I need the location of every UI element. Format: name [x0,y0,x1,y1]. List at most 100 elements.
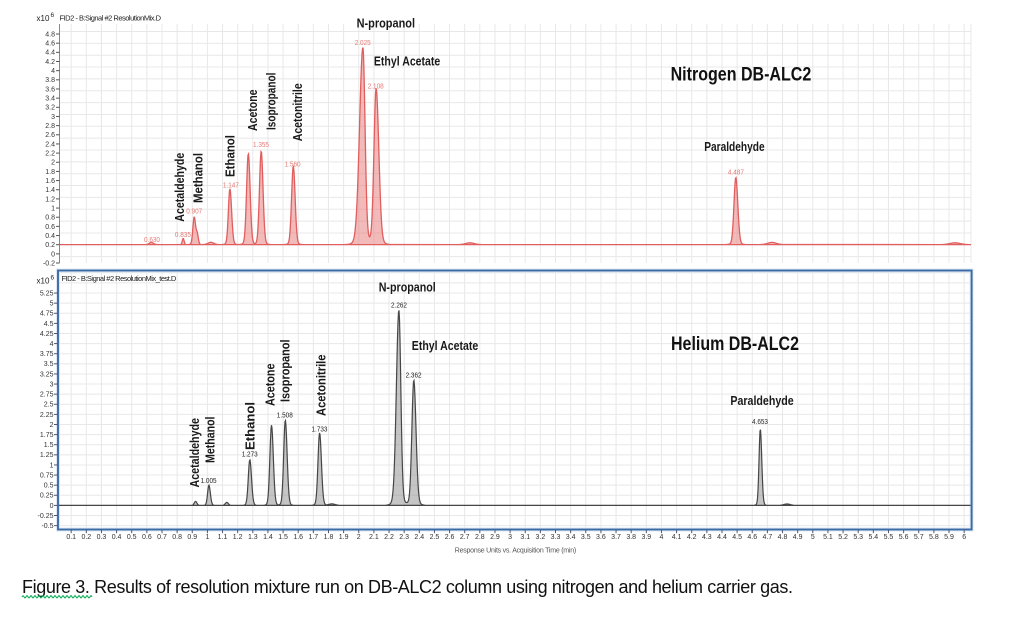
svg-text:4.653: 4.653 [752,417,768,426]
svg-text:2.7: 2.7 [460,534,470,541]
svg-text:1.8: 1.8 [324,534,334,541]
svg-text:Isopropanol: Isopropanol [265,73,279,130]
svg-text:2.025: 2.025 [355,38,371,47]
svg-text:x10: x10 [37,276,50,285]
svg-text:4: 4 [50,341,54,348]
svg-text:0.7: 0.7 [157,534,167,541]
svg-text:0.6: 0.6 [142,534,152,541]
svg-text:2.8: 2.8 [45,123,55,130]
svg-text:4.1: 4.1 [672,534,682,541]
svg-text:Figure 3. Results of resolutio: Figure 3. Results of resolution mixture … [22,577,793,597]
svg-text:N-propanol: N-propanol [357,15,415,30]
svg-text:2.5: 2.5 [430,534,440,541]
svg-text:Acetonitrile: Acetonitrile [291,83,305,141]
svg-text:2.108: 2.108 [368,81,384,90]
svg-text:2.4: 2.4 [414,534,424,541]
svg-text:2.6: 2.6 [445,534,455,541]
svg-text:Acetone: Acetone [264,363,278,406]
svg-text:-0.2: -0.2 [43,260,55,267]
svg-text:0.3: 0.3 [97,534,107,541]
svg-text:4.4: 4.4 [45,50,55,57]
svg-text:3: 3 [51,114,55,121]
svg-text:1.6: 1.6 [45,178,55,185]
svg-text:1.5: 1.5 [278,534,288,541]
svg-text:1.6: 1.6 [293,534,303,541]
svg-text:0.5: 0.5 [44,483,54,490]
svg-text:4.75: 4.75 [40,311,54,318]
svg-text:1.9: 1.9 [339,534,349,541]
svg-text:Ethanol: Ethanol [244,402,258,450]
svg-text:6: 6 [51,274,55,281]
svg-text:0.907: 0.907 [186,207,202,216]
svg-text:Paraldehyde: Paraldehyde [704,139,764,154]
svg-text:5.25: 5.25 [40,290,54,297]
svg-text:5.5: 5.5 [884,534,894,541]
svg-text:1.25: 1.25 [40,452,54,459]
svg-text:4.8: 4.8 [778,534,788,541]
svg-text:Acetaldehyde: Acetaldehyde [173,153,187,222]
svg-text:Nitrogen DB-ALC2: Nitrogen DB-ALC2 [671,64,812,85]
svg-text:0.2: 0.2 [81,534,91,541]
svg-text:2.75: 2.75 [40,392,54,399]
svg-text:Helium DB-ALC2: Helium DB-ALC2 [671,334,799,355]
svg-text:1.5: 1.5 [44,442,54,449]
svg-text:2.362: 2.362 [406,370,422,379]
svg-text:x10: x10 [37,14,50,23]
svg-text:1.7: 1.7 [308,534,318,541]
svg-text:0.4: 0.4 [112,534,122,541]
svg-text:4.25: 4.25 [40,331,54,338]
svg-text:6: 6 [51,12,55,19]
svg-text:0.25: 0.25 [40,493,54,500]
svg-text:1.733: 1.733 [312,425,328,434]
svg-text:5.9: 5.9 [944,534,954,541]
svg-text:-0.5: -0.5 [41,523,53,530]
svg-text:5: 5 [811,534,815,541]
svg-text:N-propanol: N-propanol [379,280,436,295]
svg-text:-0.25: -0.25 [38,513,54,520]
svg-text:3.7: 3.7 [611,534,621,541]
svg-text:3.6: 3.6 [596,534,606,541]
svg-text:4.8: 4.8 [45,31,55,38]
svg-text:2: 2 [51,160,55,167]
svg-text:4.487: 4.487 [728,168,744,177]
svg-text:2.262: 2.262 [391,300,407,309]
svg-text:3: 3 [508,534,512,541]
svg-text:3: 3 [50,381,54,388]
svg-text:1.4: 1.4 [45,187,55,194]
svg-text:Ethanol: Ethanol [224,135,238,177]
svg-text:5.1: 5.1 [823,534,833,541]
svg-text:3.9: 3.9 [641,534,651,541]
svg-text:5.3: 5.3 [853,534,863,541]
svg-text:1.8: 1.8 [45,169,55,176]
svg-text:0.835: 0.835 [175,230,191,239]
svg-text:0: 0 [50,503,54,510]
svg-text:2.5: 2.5 [44,402,54,409]
svg-text:0.8: 0.8 [172,534,182,541]
svg-text:0.1: 0.1 [66,534,76,541]
svg-text:1.355: 1.355 [253,140,269,149]
svg-text:3.4: 3.4 [45,96,55,103]
svg-text:1.560: 1.560 [285,159,301,168]
svg-text:0.630: 0.630 [144,235,160,244]
svg-text:Acetonitrile: Acetonitrile [315,354,329,416]
svg-text:0.5: 0.5 [127,534,137,541]
svg-text:4: 4 [659,534,663,541]
svg-text:2.3: 2.3 [399,534,409,541]
svg-text:2.1: 2.1 [369,534,379,541]
svg-text:Methanol: Methanol [204,417,218,464]
svg-text:4.4: 4.4 [717,534,727,541]
svg-text:FID2 - B:Signal #2 ResolutionM: FID2 - B:Signal #2 ResolutionMix_test.D [62,274,177,283]
svg-text:4.6: 4.6 [747,534,757,541]
svg-text:2.6: 2.6 [45,132,55,139]
svg-text:6: 6 [962,534,966,541]
svg-text:2.8: 2.8 [475,534,485,541]
svg-text:2: 2 [357,534,361,541]
svg-text:5.2: 5.2 [838,534,848,541]
svg-text:3.2: 3.2 [45,105,55,112]
svg-text:3.8: 3.8 [626,534,636,541]
svg-text:1: 1 [51,205,55,212]
svg-text:3.2: 3.2 [536,534,546,541]
svg-text:0.6: 0.6 [45,224,55,231]
svg-text:3.25: 3.25 [40,371,54,378]
svg-text:Ethyl Acetate: Ethyl Acetate [374,54,440,69]
